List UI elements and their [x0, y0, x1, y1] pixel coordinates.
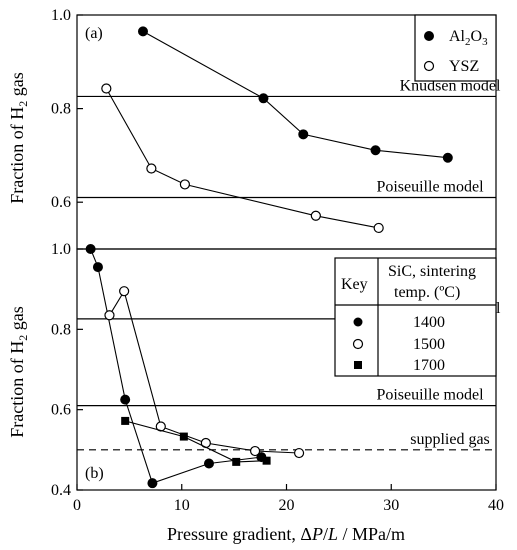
xlabel-p: P — [311, 524, 323, 544]
panel-b-series-0-point-3 — [147, 478, 158, 489]
legend-a-label-ysz: YSZ — [449, 58, 479, 75]
ylabel-a-sub: 2 — [16, 101, 30, 107]
panel-a-series-1-point-1 — [146, 163, 157, 174]
panel-a-ytick-label-2: 1.0 — [51, 7, 71, 24]
panel-a-series — [101, 26, 453, 234]
legend-a-marker-al2o3 — [424, 31, 434, 41]
legend-al2o3-al: Al — [449, 28, 466, 45]
ylabel-a-main: Fraction of H — [7, 107, 27, 204]
panel-a-series-1-point-4 — [373, 222, 384, 234]
panel-b-series-line-1 — [109, 289, 300, 454]
panel-a-series-1-point-0 — [101, 83, 112, 94]
panel-b-series-0-point-4 — [203, 458, 214, 469]
panel-b-ytick-label-1: 0.6 — [51, 402, 71, 419]
panel-b-series-1-point-0 — [104, 310, 115, 321]
legend-al2o3-sub2: 3 — [482, 36, 488, 48]
legend-b-box — [334, 257, 497, 377]
panel-a-series-line-0 — [142, 30, 448, 159]
legend-a-label-al2o3: Al2O3 — [449, 28, 488, 48]
panel-a-ytick-label-1: 0.8 — [51, 101, 71, 118]
ylabel-b-main: Fraction of H — [7, 341, 27, 438]
panel-b-series-1-point-4 — [249, 445, 261, 457]
panel-b-refline-label-supplied-gas: supplied gas — [410, 431, 490, 448]
legend-b-label-1700: 1700 — [413, 357, 445, 374]
legend-al2o3-sub1: 2 — [465, 36, 471, 48]
panel-b-yticks: 0.4 0.6 0.8 1.0 — [51, 241, 83, 499]
legend-b: Key SiC, sintering temp. (ºC) 1400 1500 … — [334, 257, 497, 377]
panel-b-refline-label-poiseuille-model: Poiseuille model — [376, 387, 484, 404]
legend-b-title-2: temp. (ºC) — [394, 284, 460, 301]
panel-b-series — [85, 244, 305, 489]
legend-b-marker-1400 — [353, 317, 363, 327]
panel-a: (a) Knudsen model Poiseuille model 0.6 0.8… — [51, 7, 501, 250]
panel-b-series-1-point-2 — [155, 421, 166, 432]
legend-b-label-1400: 1400 — [413, 314, 445, 331]
legend-b-title-1: SiC, sintering — [388, 263, 476, 280]
ylabel-b-end: gas — [7, 306, 27, 335]
ylabel-a-end: gas — [7, 72, 27, 101]
panel-a-refline-label-poiseuille-model: Poiseuille model — [376, 179, 484, 196]
panel-a-series-0-point-0 — [137, 26, 148, 37]
panel-a-series-0-point-3 — [370, 145, 381, 156]
panel-b-series-0-point-2 — [120, 394, 131, 405]
panel-b-series-line-2 — [125, 420, 267, 463]
x-axis-label: Pressure gradient, ΔP/L / MPa/m — [167, 524, 405, 544]
xtick-label-3: 30 — [383, 497, 399, 514]
panel-a-series-0-point-4 — [442, 152, 453, 163]
y-axis-label-a: Fraction of H2 gas — [7, 72, 30, 203]
panel-b-series-1-point-1 — [119, 286, 130, 297]
panel-a-series-1-point-3 — [310, 210, 321, 221]
xlabel-l: L — [327, 524, 338, 544]
panel-a-series-1-point-2 — [179, 179, 190, 190]
xlabel-end: / MPa/m — [338, 524, 405, 544]
legend-a: Al2O3 YSZ — [414, 14, 497, 82]
panel-b-series-2-point-0 — [121, 416, 130, 425]
panel-b-series-2-point-1 — [179, 432, 188, 441]
ylabel-b-sub: 2 — [16, 335, 30, 341]
panel-b-series-2-point-3 — [262, 456, 271, 465]
legend-b-marker-1500 — [352, 338, 364, 350]
panel-b-series-0-point-1 — [92, 262, 103, 273]
panel-b-series-1-point-5 — [293, 447, 305, 459]
xlabel-slash: / — [323, 524, 328, 544]
legend-al2o3-o: O — [471, 28, 483, 45]
panel-a-series-line-1 — [105, 88, 379, 229]
legend-b-label-1500: 1500 — [413, 336, 445, 353]
panel-b-ytick-label-0: 0.4 — [51, 482, 71, 499]
panel-a-label: (a) — [85, 25, 103, 42]
panel-a-refline-label-knudsen-model: Knudsen model — [400, 77, 501, 94]
panel-b-series-2-point-2 — [232, 457, 241, 466]
legend-b-key-header: Key — [341, 276, 368, 293]
xlabel-start: Pressure gradient, Δ — [167, 524, 312, 544]
panel-b-ytick-label-2: 0.8 — [51, 321, 71, 338]
xtick-label-1: 10 — [174, 497, 190, 514]
y-axis-label-b: Fraction of H2 gas — [7, 306, 30, 437]
panel-a-series-0-point-1 — [258, 93, 269, 104]
xtick-label-0: 0 — [73, 497, 81, 514]
panel-a-series-0-point-2 — [298, 129, 309, 140]
panel-a-reflines: Knudsen model Poiseuille model — [77, 77, 501, 199]
panel-a-ytick-label-0: 0.6 — [51, 194, 71, 211]
panel-b-ytick-label-3: 1.0 — [51, 241, 71, 258]
panel-b-series-0-point-0 — [85, 244, 96, 254]
xtick-label-4: 40 — [488, 497, 504, 514]
legend-b-marker-1700 — [354, 361, 362, 369]
panel-b-label: (b) — [85, 465, 104, 482]
xtick-label-2: 20 — [279, 497, 295, 514]
panel-b-xticks: 0 10 20 30 40 — [73, 484, 504, 514]
panel-a-yticks: 0.6 0.8 1.0 — [51, 7, 83, 211]
legend-a-marker-ysz — [423, 60, 435, 72]
